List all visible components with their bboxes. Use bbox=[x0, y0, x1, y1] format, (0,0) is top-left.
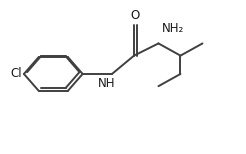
Text: Cl: Cl bbox=[11, 67, 22, 80]
Text: NH₂: NH₂ bbox=[162, 22, 184, 35]
Text: NH: NH bbox=[98, 77, 116, 90]
Text: O: O bbox=[131, 9, 140, 22]
